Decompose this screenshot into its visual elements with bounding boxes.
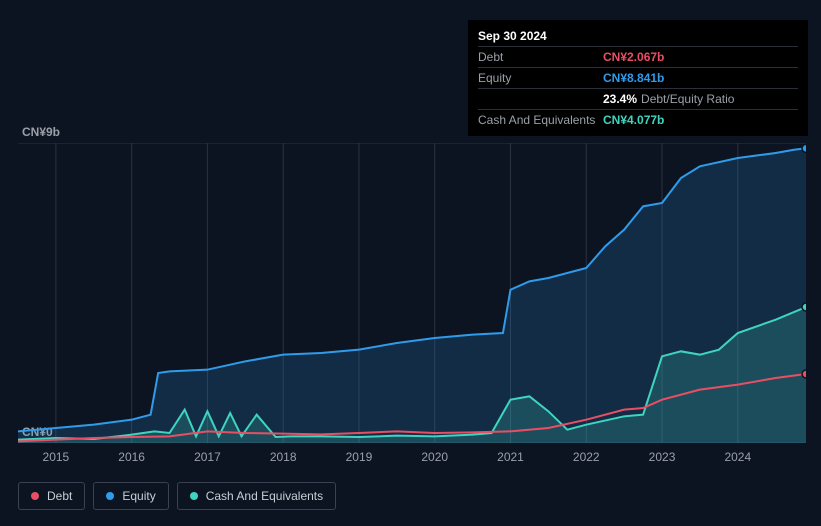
x-axis-tick-label: 2021 <box>497 450 524 464</box>
legend: Debt Equity Cash And Equivalents <box>18 482 336 510</box>
legend-dot <box>190 492 198 500</box>
tooltip-row-extra: Debt/Equity Ratio <box>641 92 734 106</box>
tooltip-row-label: Cash And Equivalents <box>478 113 603 127</box>
legend-label: Cash And Equivalents <box>206 489 323 503</box>
endpoint-dot-cash <box>802 303 806 311</box>
legend-item-cash[interactable]: Cash And Equivalents <box>177 482 336 510</box>
tooltip-row-label: Equity <box>478 71 603 85</box>
tooltip-row-label <box>478 92 603 106</box>
tooltip-row-value: CN¥2.067b <box>603 50 664 64</box>
tooltip-date: Sep 30 2024 <box>478 26 798 46</box>
legend-dot <box>106 492 114 500</box>
tooltip-rows: DebtCN¥2.067bEquityCN¥8.841b23.4%Debt/Eq… <box>478 46 798 130</box>
endpoint-dot-equity <box>802 144 806 152</box>
legend-label: Equity <box>122 489 155 503</box>
x-axis-labels: 2015 2016 2017 2018 2019 2020 2021 2022 2023 2024 <box>18 450 803 466</box>
x-axis-tick-label: 2018 <box>270 450 297 464</box>
tooltip-row-label: Debt <box>478 50 603 64</box>
data-tooltip: Sep 30 2024 DebtCN¥2.067bEquityCN¥8.841b… <box>468 20 808 136</box>
legend-label: Debt <box>47 489 72 503</box>
legend-item-debt[interactable]: Debt <box>18 482 85 510</box>
x-axis-tick-label: 2020 <box>421 450 448 464</box>
endpoint-dot-debt <box>802 370 806 378</box>
tooltip-row-value: 23.4%Debt/Equity Ratio <box>603 92 734 106</box>
x-axis-tick-label: 2015 <box>43 450 70 464</box>
legend-dot <box>31 492 39 500</box>
chart-container: Sep 30 2024 DebtCN¥2.067bEquityCN¥8.841b… <box>0 0 821 526</box>
y-axis-max-label: CN¥9b <box>22 125 60 139</box>
line-chart[interactable] <box>18 143 806 443</box>
tooltip-row: Cash And EquivalentsCN¥4.077b <box>478 109 798 130</box>
x-axis-tick-label: 2023 <box>649 450 676 464</box>
tooltip-row-value: CN¥4.077b <box>603 113 664 127</box>
x-axis-tick-label: 2019 <box>346 450 373 464</box>
tooltip-row: DebtCN¥2.067b <box>478 46 798 67</box>
tooltip-row-value: CN¥8.841b <box>603 71 664 85</box>
x-axis-tick-label: 2016 <box>118 450 145 464</box>
x-axis-tick-label: 2017 <box>194 450 221 464</box>
x-axis-tick-label: 2024 <box>724 450 751 464</box>
legend-item-equity[interactable]: Equity <box>93 482 168 510</box>
tooltip-row: EquityCN¥8.841b <box>478 67 798 88</box>
tooltip-row: 23.4%Debt/Equity Ratio <box>478 88 798 109</box>
x-axis-tick-label: 2022 <box>573 450 600 464</box>
